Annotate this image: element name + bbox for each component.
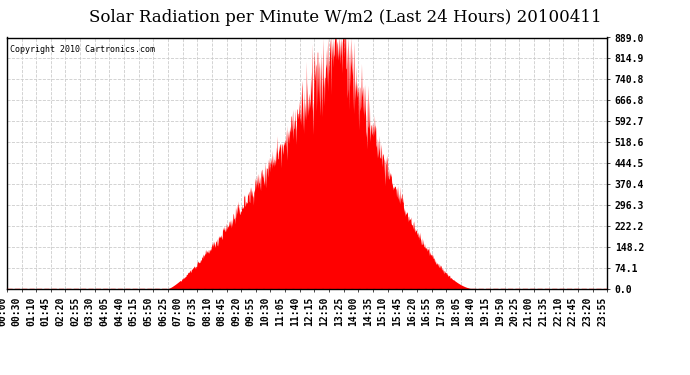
Text: Solar Radiation per Minute W/m2 (Last 24 Hours) 20100411: Solar Radiation per Minute W/m2 (Last 24… <box>89 9 601 26</box>
Text: Copyright 2010 Cartronics.com: Copyright 2010 Cartronics.com <box>10 45 155 54</box>
